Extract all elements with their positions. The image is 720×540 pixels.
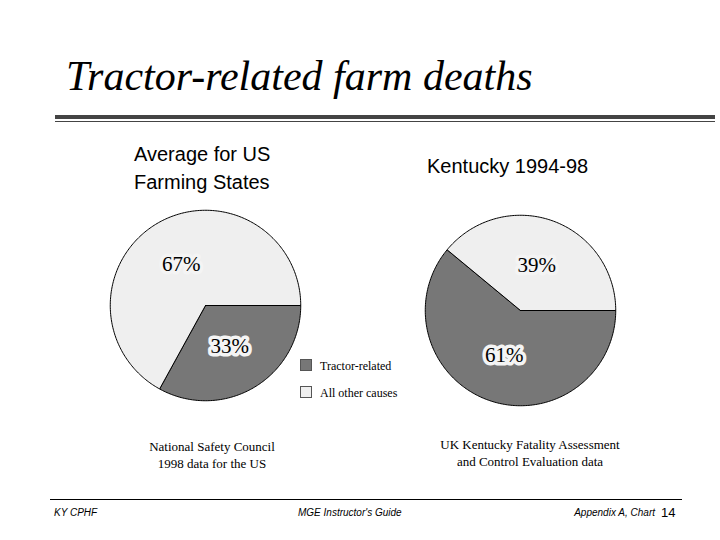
html-text:National Safety Council 1998 d: National Safety Council 1998 data for th… bbox=[149, 439, 275, 471]
html-text:KY CPHF: KY CPHF bbox=[54, 507, 98, 518]
svg-text:61%: 61% bbox=[485, 343, 524, 367]
svg-text:33%: 33% bbox=[210, 334, 249, 358]
html-text:MGE Instructor's Guide: MGE Instructor's Guide bbox=[298, 507, 402, 518]
html-text:Tractor-related farm deaths: Tractor-related farm deaths bbox=[66, 53, 533, 99]
html-text:UK Kentucky Fatality Assessmen: UK Kentucky Fatality Assessment and Cont… bbox=[440, 437, 620, 469]
html-text:All other causes: All other causes bbox=[320, 386, 398, 400]
svg-text:39%: 39% bbox=[517, 253, 556, 277]
svg-text:67%: 67% bbox=[162, 252, 201, 276]
html-text:Appendix A, Chart: Appendix A, Chart bbox=[574, 507, 655, 518]
html-text:Kentucky 1994-98: Kentucky 1994-98 bbox=[427, 155, 589, 177]
html-text:Tractor-related: Tractor-related bbox=[320, 359, 392, 373]
html-text:Average for US Farming States: Average for US Farming States bbox=[134, 143, 271, 193]
html-text:14: 14 bbox=[661, 505, 676, 520]
